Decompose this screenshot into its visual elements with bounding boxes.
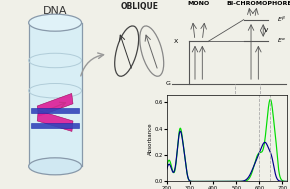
Text: V: V	[264, 28, 268, 33]
Text: DNA: DNA	[43, 6, 67, 16]
Text: $E^{\alpha}$: $E^{\alpha}$	[277, 37, 286, 45]
Text: G: G	[166, 81, 171, 86]
Polygon shape	[37, 111, 73, 131]
Y-axis label: Absorbance: Absorbance	[148, 122, 153, 155]
Text: BI-CHROMOPHORE: BI-CHROMOPHORE	[227, 1, 290, 6]
Text: OBLIQUE: OBLIQUE	[120, 2, 158, 11]
Text: X: X	[173, 39, 178, 44]
Polygon shape	[31, 108, 79, 113]
Polygon shape	[37, 93, 73, 116]
Polygon shape	[31, 123, 79, 128]
Text: MONO: MONO	[188, 1, 210, 6]
Ellipse shape	[29, 14, 81, 31]
Polygon shape	[29, 23, 81, 166]
Ellipse shape	[29, 158, 81, 175]
Text: $E^{\beta}$: $E^{\beta}$	[277, 15, 286, 24]
